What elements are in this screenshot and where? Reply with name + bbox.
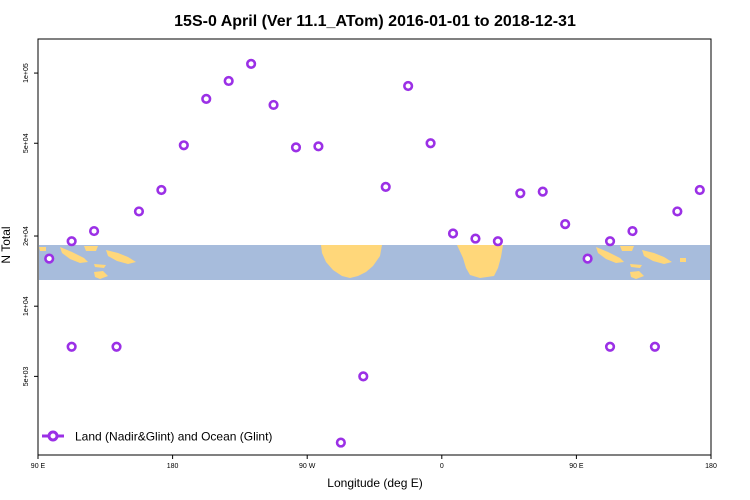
chart-title: 15S-0 April (Ver 11.1_ATom) 2016-01-01 t… xyxy=(174,13,576,30)
indonesia-left-shape xyxy=(60,247,88,263)
map-strip xyxy=(39,245,710,280)
y-tick-label: 5e+04 xyxy=(23,133,30,153)
data-point xyxy=(380,181,391,192)
data-point xyxy=(694,184,705,196)
data-point xyxy=(201,93,212,104)
data-point xyxy=(66,341,77,352)
x-axis-label: Longitude (deg E) xyxy=(327,476,422,490)
data-point xyxy=(604,236,616,247)
x-tick-label: 90 E xyxy=(569,463,584,470)
indonesia-right-shape xyxy=(596,247,624,263)
timor-left-shape xyxy=(94,264,106,268)
data-point xyxy=(447,228,459,239)
data-point xyxy=(627,225,638,237)
africa-shape xyxy=(457,245,503,278)
x-tick-label: 90 E xyxy=(31,463,46,470)
data-point xyxy=(425,138,436,149)
borneo-left-shape xyxy=(84,246,98,251)
islands-right-shape xyxy=(680,258,686,262)
data-point xyxy=(88,225,100,237)
new-guinea-right-shape xyxy=(642,250,672,264)
south-america-shape xyxy=(321,245,382,278)
plot-border xyxy=(37,38,712,456)
data-point xyxy=(178,140,189,151)
y-tick-label: 1e+05 xyxy=(23,63,30,83)
data-point xyxy=(66,236,77,247)
x-tick-label: 0 xyxy=(440,463,444,470)
data-point xyxy=(604,341,616,352)
data-point xyxy=(156,184,167,196)
plot-frame xyxy=(37,38,712,456)
data-point xyxy=(111,341,122,352)
data-point xyxy=(582,253,593,264)
legend-label: Land (Nadir&Glint) and Ocean (Glint) xyxy=(75,430,272,444)
data-point xyxy=(672,206,683,217)
y-tick-label: 1e+04 xyxy=(23,296,30,316)
data-point xyxy=(492,236,503,247)
timor-right-shape xyxy=(630,264,642,268)
australia-left-shape xyxy=(94,271,108,279)
data-point xyxy=(133,206,145,217)
data-point xyxy=(223,75,234,87)
data-point xyxy=(313,141,324,152)
legend-marker xyxy=(47,430,59,442)
data-point xyxy=(268,99,279,111)
x-tick-label: 90 W xyxy=(299,463,316,470)
data-points xyxy=(44,58,705,448)
data-point xyxy=(290,142,302,153)
data-point xyxy=(44,253,55,264)
y-tick-label: 2e+04 xyxy=(23,226,30,246)
data-point xyxy=(649,341,661,352)
x-tick-label: 180 xyxy=(705,463,717,470)
borneo-right-shape xyxy=(620,246,634,251)
x-tick-label: 180 xyxy=(167,463,179,470)
data-point xyxy=(358,371,369,382)
y-axis-label: N Total xyxy=(0,226,13,263)
new-guinea-left-shape xyxy=(106,250,136,264)
islands-left-shape xyxy=(39,247,46,251)
data-point xyxy=(515,188,526,199)
data-point xyxy=(537,186,548,197)
legend: Land (Nadir&Glint) and Ocean (Glint) xyxy=(42,430,272,444)
data-point xyxy=(403,80,414,92)
data-point xyxy=(246,58,257,69)
x-axis-ticks: 90 E 180 90 W 0 90 E 180 xyxy=(31,455,717,470)
australia-right-shape xyxy=(630,271,644,279)
data-point xyxy=(335,437,346,448)
data-point xyxy=(560,218,571,230)
y-tick-label: 5e+03 xyxy=(23,366,30,386)
data-point xyxy=(470,233,481,244)
y-axis-ticks: 5e+03 1e+04 2e+04 5e+04 1e+05 xyxy=(23,63,38,386)
